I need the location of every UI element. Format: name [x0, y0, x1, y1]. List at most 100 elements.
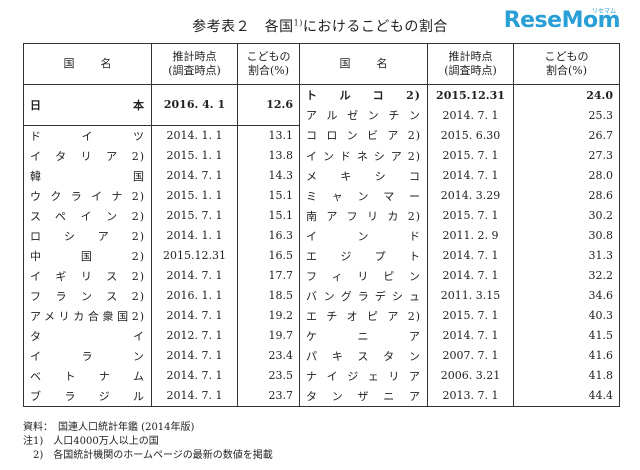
right-value-cell: 30.2	[513, 205, 620, 226]
right-value-cell: 41.8	[513, 365, 620, 386]
left-date-cell: 2016. 4. 1	[151, 84, 238, 126]
left-date-cell: 2014. 1. 1	[151, 125, 238, 146]
right-value-cell: 24.0	[513, 84, 620, 105]
header-country-left: 国名	[23, 43, 152, 85]
left-name-cell: 日本	[23, 84, 152, 126]
right-name-cell: フィリピン	[299, 265, 428, 286]
right-date-cell: 2015. 7. 1	[427, 305, 514, 326]
title-main: 参考表２ 各国	[192, 19, 294, 35]
table-row: ドイツ 2014. 1. 1 13.1 コロンビア2) 2015. 6.30 26.7	[23, 125, 620, 146]
table-row: フランス2) 2016. 1. 1 18.5 バングラデシュ 2011. 3.15 34.…	[23, 285, 620, 306]
right-value-cell: 44.4	[513, 385, 620, 407]
resemom-logo: ReseMom	[504, 8, 621, 33]
table-row: イギリス2) 2014. 7. 1 17.7 フィリピン 2014. 7. 1 32.2	[23, 265, 620, 286]
left-value-cell: 13.1	[237, 125, 300, 146]
right-value-cell: 26.7	[513, 125, 620, 146]
right-name-cell: エチオピア2)	[299, 305, 428, 326]
document-title: 参考表２ 各国1)におけるこどもの割合	[0, 16, 640, 36]
right-value-cell: 27.3	[513, 145, 620, 166]
left-value-cell: 19.7	[237, 325, 300, 346]
right-name-cell: ケニア	[299, 325, 428, 346]
left-date-cell: 2014. 7. 1	[151, 305, 238, 326]
right-name-cell: コロンビア2)	[299, 125, 428, 146]
right-date-cell: 2014. 7. 1	[427, 165, 514, 186]
right-date-cell: 2015.12.31	[427, 84, 514, 105]
right-date-cell: 2014. 7. 1	[427, 105, 514, 125]
table-row: スペイン2) 2015. 7. 1 15.1 南アフリカ2) 2015. 7. 1 30.…	[23, 205, 620, 226]
right-date-cell: 2011. 3.15	[427, 285, 514, 306]
right-date-cell: 2006. 3.21	[427, 365, 514, 386]
header-ratio-right: こどもの 割合(%)	[513, 43, 620, 85]
left-name-cell: 韓国	[23, 165, 152, 186]
right-value-cell: 28.6	[513, 185, 620, 206]
table-row: ベトナム 2014. 7. 1 23.5 ナイジェリア 2006. 3.21 41.8	[23, 365, 620, 386]
right-name-cell: ナイジェリア	[299, 365, 428, 386]
right-value-cell: 31.3	[513, 245, 620, 266]
left-date-cell: 2015.12.31	[151, 245, 238, 266]
footnote-2: 2) 各国統計機関のホームページの最新の数値を掲載	[23, 450, 273, 461]
footnotes: 資料： 国連人口統計年鑑 (2014年版) 注1) 人口4000万人以上の国 2…	[23, 421, 273, 463]
left-value-cell: 16.5	[237, 245, 300, 266]
left-date-cell: 2015. 1. 1	[151, 145, 238, 166]
left-date-cell: 2016. 1. 1	[151, 285, 238, 306]
right-name-cell: メキシコ	[299, 165, 428, 186]
left-value-cell: 23.4	[237, 345, 300, 366]
header-country-right: 国名	[299, 43, 428, 85]
title-footnote-mark: 1)	[293, 18, 303, 28]
table-row: 中国2) 2015.12.31 16.5 エジプト 2014. 7. 1 31.3	[23, 245, 620, 266]
right-value-cell: 41.5	[513, 325, 620, 346]
left-name-cell: アメリカ合衆国2)	[23, 305, 152, 326]
table-row: 韓国 2014. 7. 1 14.3 メキシコ 2014. 7. 1 28.0	[23, 165, 620, 186]
left-value-cell: 23.7	[237, 385, 300, 407]
left-date-cell: 2014. 7. 1	[151, 345, 238, 366]
left-date-cell: 2014. 7. 1	[151, 385, 238, 407]
header-ratio-left: こどもの 割合(%)	[237, 43, 300, 85]
right-date-cell: 2013. 7. 1	[427, 385, 514, 407]
right-date-cell: 2014. 7. 1	[427, 245, 514, 266]
logo-subtext: リセマム	[591, 8, 616, 15]
right-name-cell: パキスタン	[299, 345, 428, 366]
left-name-cell: スペイン2)	[23, 205, 152, 226]
table-row: ウクライナ2) 2015. 1. 1 15.1 ミャンマー 2014. 3.29 28.6	[23, 185, 620, 206]
left-value-cell: 17.7	[237, 265, 300, 286]
left-name-cell: イラン	[23, 345, 152, 366]
left-value-cell: 12.6	[237, 84, 300, 126]
left-value-cell: 14.3	[237, 165, 300, 186]
right-name-cell: インドネシア2)	[299, 145, 428, 166]
header-date-right: 推計時点 (調査時点)	[427, 43, 514, 85]
right-name-cell: 南アフリカ2)	[299, 205, 428, 226]
table-row: ロシア2) 2014. 1. 1 16.3 インド 2011. 2. 9 30.8	[23, 225, 620, 246]
right-value-cell: 30.8	[513, 225, 620, 246]
table-row: アルゼンチン 2014. 7. 1 25.3	[24, 105, 620, 125]
children-ratio-table: 国名 推計時点 (調査時点) こどもの 割合(%) 国名 推計時点 (調査時点) こど…	[23, 43, 620, 407]
left-date-cell: 2015. 1. 1	[151, 185, 238, 206]
source-note: 資料： 国連人口統計年鑑 (2014年版)	[23, 422, 195, 433]
right-name-cell: アルゼンチン	[299, 105, 428, 125]
right-name-cell: バングラデシュ	[299, 285, 428, 306]
left-value-cell: 18.5	[237, 285, 300, 306]
right-date-cell: 2015. 7. 1	[427, 205, 514, 226]
table-row: 日本 2016. 4. 1 12.6 トルコ2) 2015.12.31 24.0	[23, 84, 620, 126]
title-rest: におけるこどもの割合	[302, 19, 448, 35]
left-value-cell: 16.3	[237, 225, 300, 246]
right-date-cell: 2015. 7. 1	[427, 145, 514, 166]
table-row: ブラジル 2014. 7. 1 23.7 タンザニア 2013. 7. 1 44.4	[23, 385, 620, 407]
right-value-cell: 32.2	[513, 265, 620, 286]
header-date-left: 推計時点 (調査時点)	[151, 43, 238, 85]
right-date-cell: 2007. 7. 1	[427, 345, 514, 366]
right-date-cell: 2011. 2. 9	[427, 225, 514, 246]
right-value-cell: 40.3	[513, 305, 620, 326]
left-date-cell: 2015. 7. 1	[151, 205, 238, 226]
right-date-cell: 2015. 6.30	[427, 125, 514, 146]
right-date-cell: 2014. 7. 1	[427, 325, 514, 346]
left-name-cell: ブラジル	[23, 385, 152, 407]
left-name-cell: ドイツ	[23, 125, 152, 146]
left-date-cell: 2014. 7. 1	[151, 165, 238, 186]
left-value-cell: 13.8	[237, 145, 300, 166]
left-name-cell: タイ	[23, 325, 152, 346]
right-name-cell: エジプト	[299, 245, 428, 266]
left-date-cell: 2014. 7. 1	[151, 265, 238, 286]
left-value-cell: 15.1	[237, 185, 300, 206]
left-value-cell: 23.5	[237, 365, 300, 386]
left-name-cell: ベトナム	[23, 365, 152, 386]
